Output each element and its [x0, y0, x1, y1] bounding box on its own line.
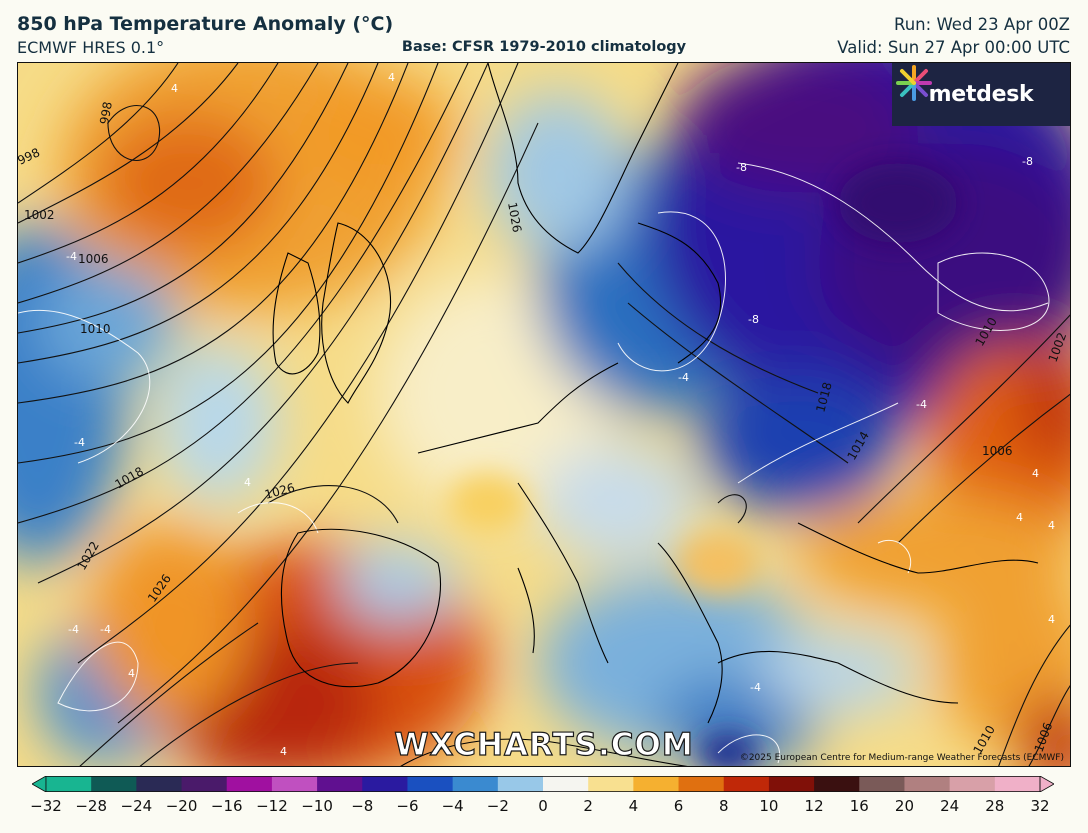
isobar-label: 1010: [80, 322, 111, 336]
colorbar-tick-label: 2: [583, 797, 593, 815]
anomaly-label: 4: [1048, 613, 1055, 626]
anomaly-label: 4: [128, 667, 135, 680]
colorbar-segment: [588, 776, 634, 792]
colorbar-min-arrow: [32, 776, 47, 792]
colorbar-tick-label: 4: [628, 797, 639, 815]
colorbar-segment: [452, 776, 499, 792]
colorbar-tick-label: −28: [75, 797, 107, 815]
anomaly-label: 4: [1032, 467, 1039, 480]
colorbar-segment: [136, 776, 183, 792]
anomaly-label: -8: [1022, 155, 1033, 168]
colorbar-segment: [226, 776, 273, 792]
colorbar-border: [45, 776, 1041, 792]
isobar-label: 1006: [78, 252, 109, 266]
isobar-label: 1026: [505, 201, 524, 234]
colorbar-tick-label: 6: [673, 797, 684, 815]
isobar-label: 1006: [982, 444, 1013, 458]
anomaly-label: 4: [280, 745, 287, 758]
colorbar-segment: [768, 776, 815, 792]
colorbar-tick-label: −10: [301, 797, 333, 815]
anomaly-label: 4: [1016, 511, 1023, 524]
colorbar-segment: [543, 776, 589, 792]
colorbar-tick-label: 0: [538, 797, 548, 815]
anomaly-label: 4: [171, 82, 178, 95]
colorbar-tick-label: −4: [441, 797, 464, 815]
metdesk-logo: metdesk: [892, 63, 1070, 126]
colorbar-segment: [317, 776, 363, 792]
watermark: WXCHARTS.COM: [394, 726, 694, 763]
isobars: [18, 63, 1070, 766]
anomaly-label: -8: [748, 313, 759, 326]
colorbar-segment: [814, 776, 860, 792]
anomaly-label: -4: [66, 250, 77, 263]
colorbar-max-arrow: [1039, 776, 1054, 792]
colorbar-segment: [181, 776, 228, 792]
anomaly-label: -8: [736, 161, 747, 174]
anomaly-label: 4: [244, 476, 251, 489]
colorbar-segment: [633, 776, 680, 792]
anomaly-label: -4: [750, 681, 761, 694]
anomaly-label: 4: [388, 71, 395, 84]
colorbar-tick-label: 32: [1030, 797, 1050, 815]
colorbar-tick-label: 8: [718, 797, 729, 815]
chart-title: 850 hPa Temperature Anomaly (°C): [17, 13, 394, 35]
logo-text: metdesk: [928, 82, 1034, 107]
colorbar-tick-label: −6: [396, 797, 419, 815]
anomaly-label: 4: [1048, 519, 1055, 532]
colorbar-segment: [91, 776, 137, 792]
colorbar-tick-label: −12: [256, 797, 288, 815]
colorbar-tick-label: 12: [804, 797, 824, 815]
anomaly-label: -4: [74, 436, 85, 449]
anomaly-label: -4: [678, 371, 689, 384]
isobar-label: 998: [97, 101, 115, 126]
pinwheel-logo-icon: [896, 65, 932, 101]
colorbar-tick-label: 10: [759, 797, 779, 815]
coastlines: [272, 63, 1039, 766]
colorbar-segment: [46, 776, 92, 792]
anomaly-map: 998 998 1002 1006 1010 1018 1022 1026 10…: [17, 62, 1071, 767]
colorbar-segment: [362, 776, 408, 792]
colorbar-tick-label: 24: [940, 797, 960, 815]
isobar-label: 1002: [24, 208, 55, 222]
run-time-label: Run: Wed 23 Apr 00Z: [894, 15, 1070, 34]
copyright-notice: ©2025 European Centre for Medium-range W…: [739, 753, 1064, 763]
colorbar-segment: [678, 776, 725, 792]
colorbar-segment: [407, 776, 454, 792]
colorbar-tick-label: −20: [165, 797, 198, 815]
colorbar-segment: [904, 776, 951, 792]
colorbar-segment: [497, 776, 544, 792]
colorbar-tick-label: −8: [351, 797, 374, 815]
model-label: ECMWF HRES 0.1°: [17, 38, 165, 57]
colorbar-tick-label: 16: [849, 797, 869, 815]
anomaly-label: -4: [68, 623, 79, 636]
colorbar-tick-label: −32: [30, 797, 62, 815]
anomaly-detail: [448, 163, 958, 766]
colorbar-segment: [949, 776, 996, 792]
colorbar-segment: [271, 776, 318, 792]
climatology-base-label: Base: CFSR 1979-2010 climatology: [401, 39, 687, 55]
colorbar-tick-label: 28: [985, 797, 1005, 815]
colorbar-tick-label: −24: [120, 797, 153, 815]
valid-time-label: Valid: Sun 27 Apr 00:00 UTC: [837, 38, 1070, 57]
colorbar-tick-label: 20: [894, 797, 914, 815]
colorbar: [32, 776, 1054, 792]
colorbar-segment: [723, 776, 770, 792]
anomaly-label: -4: [916, 398, 927, 411]
anomaly-contours: [18, 162, 1050, 764]
colorbar-tick-label: −16: [210, 797, 243, 815]
colorbar-segment: [859, 776, 905, 792]
anomaly-label: -4: [100, 623, 111, 636]
map-canvas: 998 998 1002 1006 1010 1018 1022 1026 10…: [18, 63, 1070, 766]
colorbar-tick-label: −2: [486, 797, 509, 815]
colorbar-segment: [994, 776, 1041, 792]
